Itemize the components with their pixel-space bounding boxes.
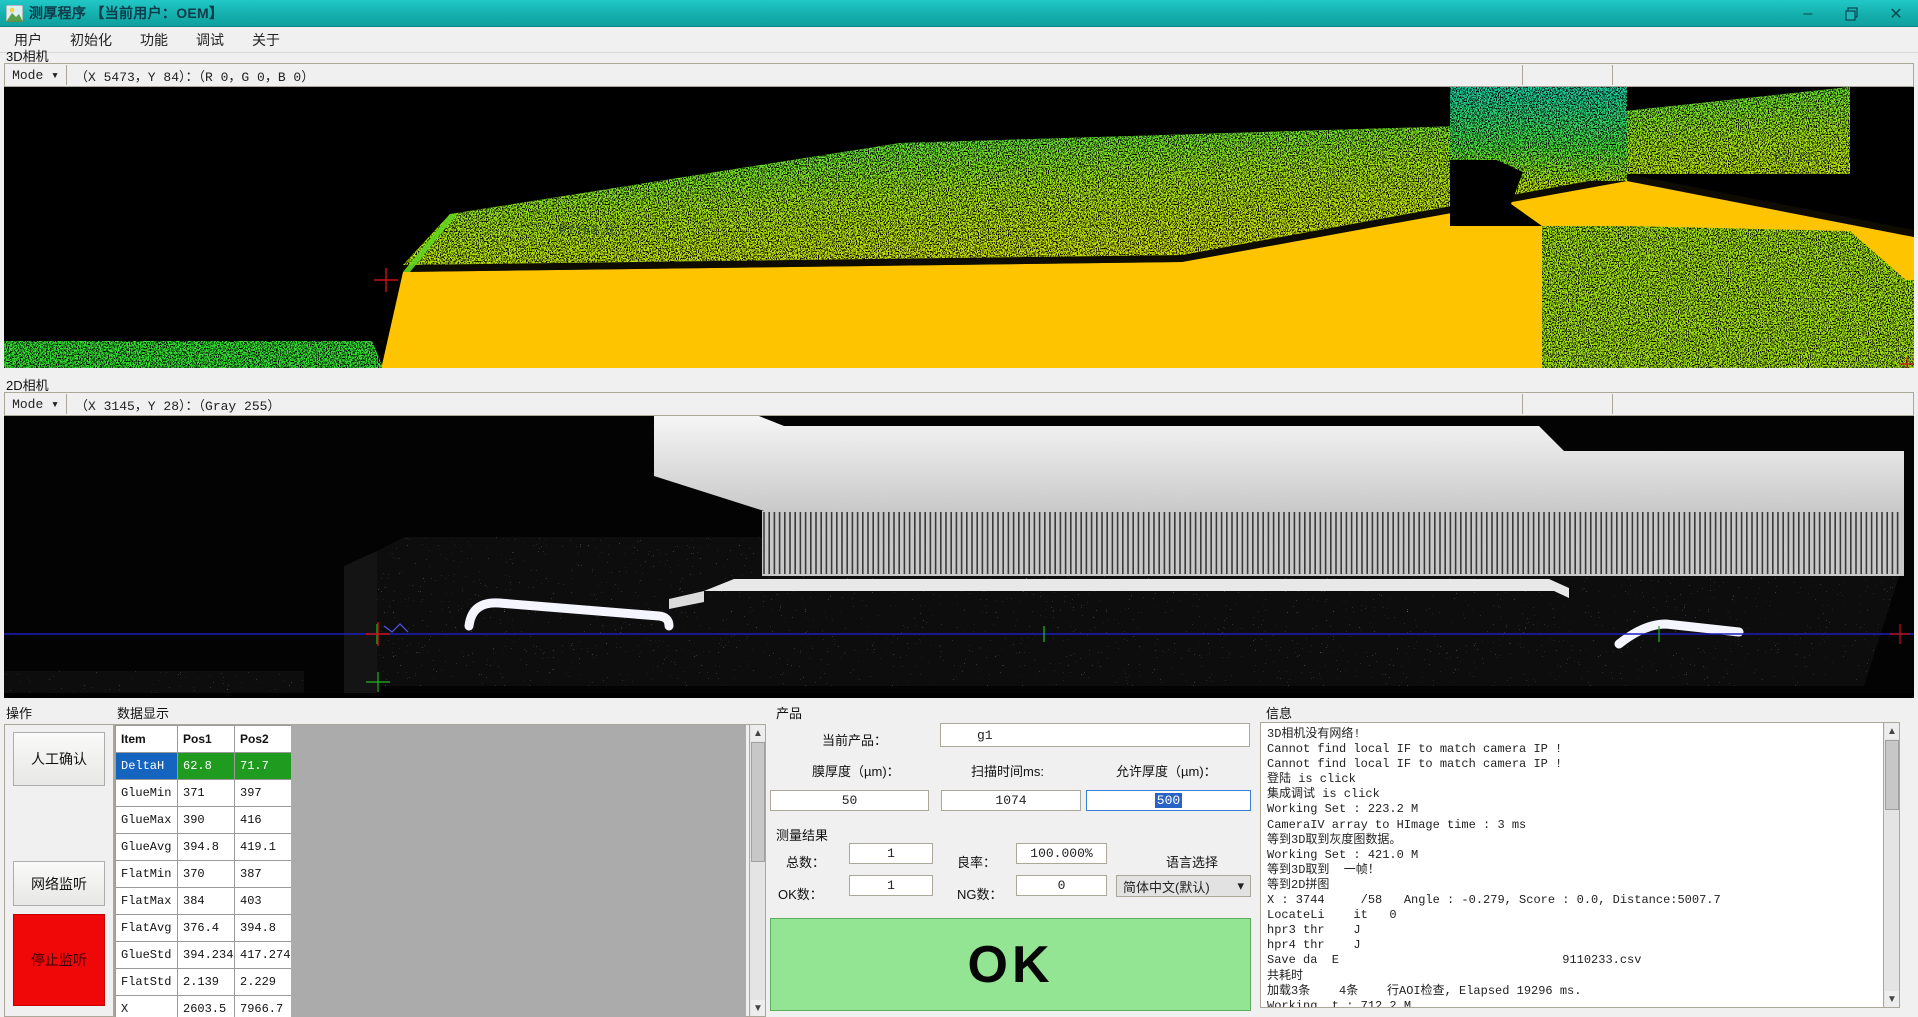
svg-text:P1:63.8: P1:63.8	[559, 223, 614, 238]
svg-text:P2:71.1: P2:71.1	[1774, 150, 1829, 165]
